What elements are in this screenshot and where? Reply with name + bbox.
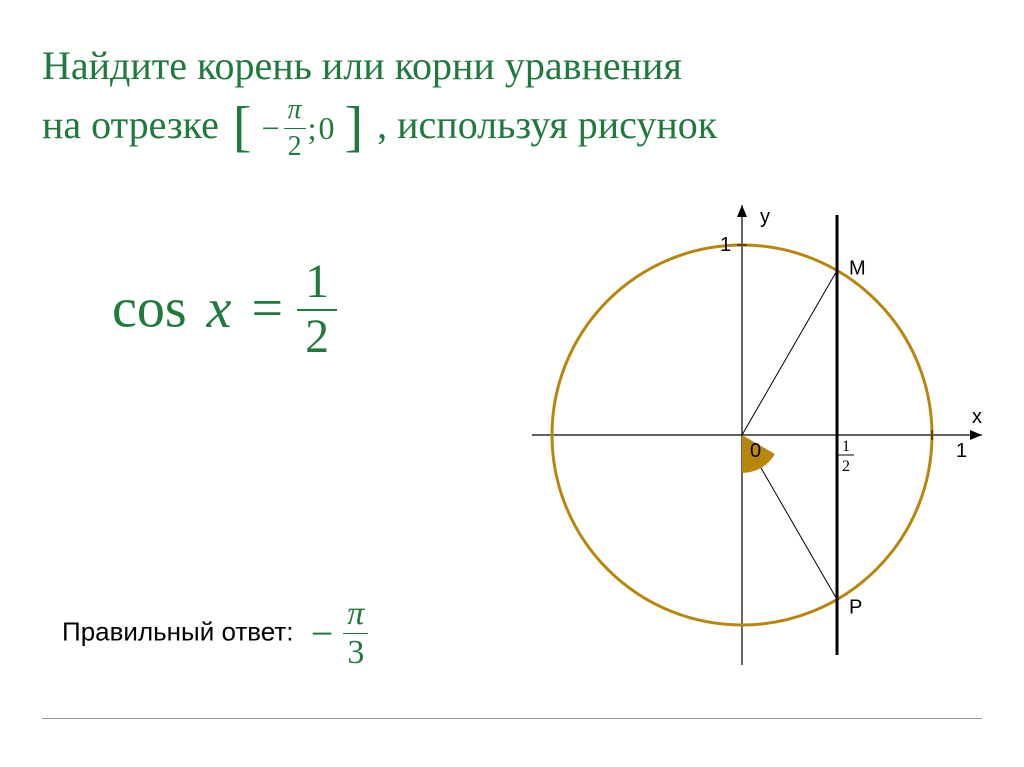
svg-text:x: x [972, 406, 982, 428]
interval-lower: −π2 [262, 92, 306, 166]
interval-upper: 0 [318, 110, 334, 146]
title-line1: Найдите корень или корни уравнения [42, 43, 682, 88]
left-bracket: [ [233, 99, 252, 155]
right-bracket: ] [344, 99, 363, 155]
svg-text:1: 1 [842, 438, 850, 455]
interval-lower-frac: π2 [284, 92, 306, 166]
title-line2a: на отрезке [42, 102, 219, 147]
svg-text:P: P [849, 597, 862, 619]
answer-frac: π 3 [343, 595, 368, 672]
svg-text:1: 1 [720, 234, 731, 256]
svg-text:0: 0 [750, 440, 761, 462]
answer-row: Правильный ответ: − π 3 [62, 595, 368, 672]
slide-content: Найдите корень или корни уравнения на от… [42, 40, 982, 707]
chart-svg: y x 0 1 1 M P 1 2 [532, 175, 1012, 675]
title-line2b: , используя рисунок [377, 102, 717, 147]
answer-label: Правильный ответ: [62, 616, 294, 646]
eq-var: x [207, 278, 232, 340]
title-block: Найдите корень или корни уравнения на от… [42, 40, 982, 166]
eq-func: cos [112, 278, 187, 340]
interval-sep: ; [308, 110, 317, 146]
eq-rhs-frac: 1 2 [297, 256, 337, 364]
bottom-rule [42, 718, 982, 719]
equation: cos x = 1 2 [112, 260, 337, 368]
interval-expression: [ −π2 ;0 ] [229, 92, 367, 166]
svg-text:M: M [849, 257, 866, 279]
minus-sign: − [262, 108, 280, 150]
unit-circle-chart: y x 0 1 1 M P 1 2 [532, 175, 1012, 675]
svg-text:y: y [760, 206, 770, 228]
svg-text:1: 1 [956, 440, 967, 462]
svg-text:2: 2 [842, 458, 850, 475]
answer-value: − π 3 [311, 595, 369, 672]
eq-equals: = [252, 278, 284, 340]
